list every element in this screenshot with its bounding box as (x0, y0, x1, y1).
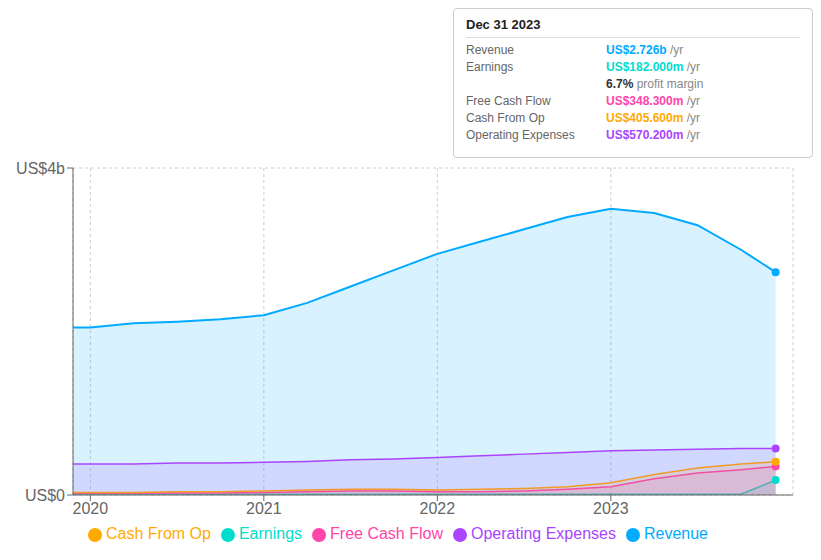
html-text:US$182.000m /yr: US$182.000m /yr (606, 60, 701, 74)
html-text:Free Cash Flow: Free Cash Flow (466, 94, 551, 108)
html-text:Earnings: Earnings (466, 60, 514, 74)
svg-text:US$0: US$0 (25, 487, 65, 504)
html-text:US$570.200m /yr: US$570.200m /yr (606, 128, 701, 142)
svg-text:2021: 2021 (246, 500, 282, 517)
html-text:Free Cash Flow: Free Cash Flow (330, 525, 443, 542)
html-text:Operating Expenses: Operating Expenses (466, 128, 575, 142)
html-text:Revenue: Revenue (644, 525, 708, 542)
svg-text:2022: 2022 (420, 500, 456, 517)
svg-text:2023: 2023 (593, 500, 629, 517)
html-text:Dec 31 2023: Dec 31 2023 (466, 17, 541, 32)
html-text:Revenue: Revenue (466, 43, 514, 57)
html-text:US$348.300m /yr: US$348.300m /yr (606, 94, 701, 108)
svg-text:2020: 2020 (73, 500, 109, 517)
html-text:Earnings: Earnings (238, 525, 303, 542)
html-text:US$2.726b /yr: US$2.726b /yr (606, 43, 684, 57)
html-text:Cash From Op: Cash From Op (106, 525, 211, 542)
html-text:Cash From Op: Cash From Op (466, 111, 545, 125)
html-text:6.7% profit margin: 6.7% profit margin (606, 77, 704, 91)
html-text:Operating Expenses: Operating Expenses (471, 525, 616, 542)
svg-text:US$4b: US$4b (16, 160, 65, 177)
html-text:US$405.600m /yr: US$405.600m /yr (606, 111, 701, 125)
